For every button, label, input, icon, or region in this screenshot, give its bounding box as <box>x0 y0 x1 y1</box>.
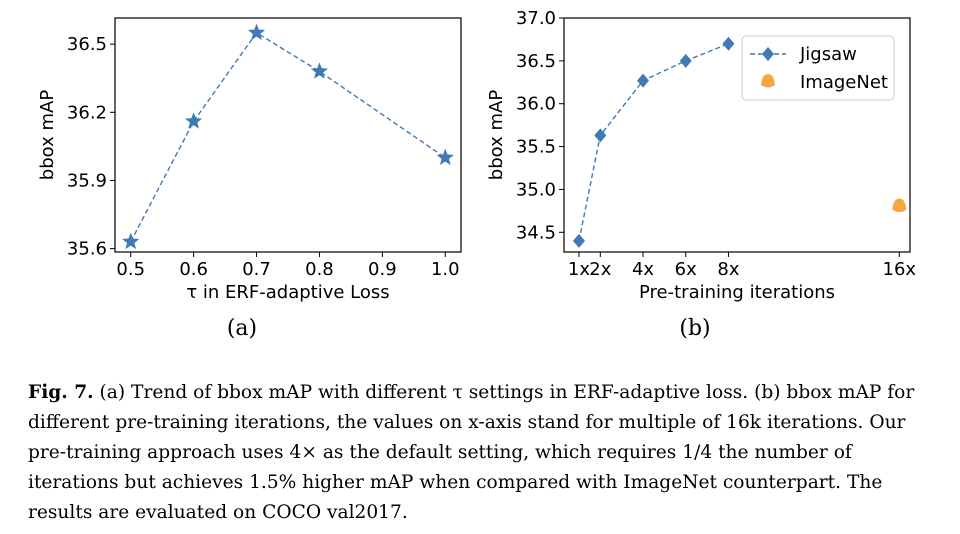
chart-a-y-tick-label: 36.5 <box>67 34 107 55</box>
chart-a-y-tick-label: 35.9 <box>67 170 107 191</box>
sub-label-a: (a) <box>226 316 258 341</box>
chart-a: 0.5 0.6 0.7 0.8 0.9 1.0 35.6 35.9 36.2 36.5 τ in E… <box>37 17 462 303</box>
chart-a-data-point <box>121 232 140 250</box>
chart-a-x-tick-label: 1.0 <box>431 259 460 280</box>
chart-b: 1x 2x 4x 6x 8x 16x 34.5 35.0 35.5 36.0 36.5 37.0 Pre… <box>486 8 917 303</box>
chart-a-y-tick-label: 36.2 <box>67 102 107 123</box>
chart-b-series-line <box>578 43 729 241</box>
chart-b-data-point <box>572 233 585 248</box>
chart-b-y-tick-label: 34.5 <box>516 222 556 243</box>
chart-b-y-tick-label: 35.5 <box>516 137 556 158</box>
chart-b-y-axis-label: bbox mAP <box>486 90 507 181</box>
chart-b-y-tick-label: 36.0 <box>516 94 556 115</box>
sub-label-b: (b) <box>679 316 711 341</box>
chart-b-x-tick-label: 2x <box>589 259 611 280</box>
chart-b-legend-label: Jigsaw <box>799 44 857 65</box>
chart-a-y-axis-label: bbox mAP <box>37 90 58 181</box>
chart-b-x-tick-label: 4x <box>632 259 654 280</box>
chart-a-data-point <box>436 148 455 166</box>
chart-a-y-tick-label: 35.6 <box>67 239 107 260</box>
chart-a-data-point <box>184 112 203 129</box>
chart-a-x-tick-label: 0.6 <box>179 259 208 280</box>
chart-b-data-point <box>594 128 607 143</box>
chart-b-x-tick-label: 6x <box>675 259 697 280</box>
chart-a-data-point <box>310 62 329 79</box>
figure-caption: Fig. 7. (a) Trend of bbox mAP with diffe… <box>28 378 940 528</box>
chart-b-y-tick-label: 36.5 <box>516 51 556 72</box>
chart-b-legend-marker-imagenet <box>761 74 775 88</box>
chart-b-plot-frame <box>563 17 911 253</box>
chart-a-x-tick-label: 0.9 <box>368 259 397 280</box>
chart-b-y-tick-label: 35.0 <box>516 179 556 200</box>
figure-number: Fig. 7. <box>28 382 94 403</box>
chart-b-data-point <box>679 53 692 68</box>
chart-a-x-axis-label: τ in ERF-adaptive Loss <box>186 282 389 303</box>
chart-a-x-tick-label: 0.7 <box>242 259 271 280</box>
chart-a-plot-frame <box>114 17 462 253</box>
chart-b-x-tick-label: 16x <box>883 259 917 280</box>
chart-b-legend-box <box>741 35 895 101</box>
chart-b-y-tick-label: 37.0 <box>516 8 556 29</box>
chart-b-imagenet-point <box>892 198 907 213</box>
chart-a-x-tick-label: 0.8 <box>305 259 334 280</box>
chart-a-series-line <box>130 31 446 243</box>
chart-b-x-tick-label: 1x <box>568 259 590 280</box>
caption-text: (a) Trend of bbox mAP with different τ s… <box>28 382 915 523</box>
chart-b-legend-marker-jigsaw <box>762 47 774 61</box>
chart-b-x-axis-label: Pre-training iterations <box>639 282 835 303</box>
chart-b-data-point <box>722 36 735 51</box>
chart-a-x-tick-label: 0.5 <box>116 259 145 280</box>
chart-b-x-tick-label: 8x <box>717 259 739 280</box>
chart-b-legend-label: ImageNet <box>800 72 888 93</box>
chart-b-data-point <box>637 73 650 88</box>
chart-a-data-point <box>247 23 266 41</box>
